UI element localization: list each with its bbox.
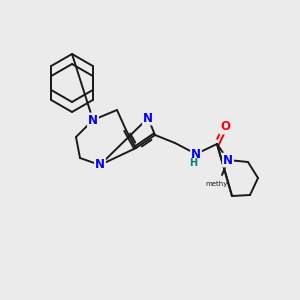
Text: N: N <box>191 148 201 160</box>
Text: methyl: methyl <box>206 181 230 187</box>
Text: H: H <box>189 158 197 168</box>
Text: N: N <box>143 112 153 124</box>
Text: O: O <box>220 121 230 134</box>
Text: N: N <box>95 158 105 172</box>
Text: N: N <box>88 113 98 127</box>
Text: N: N <box>223 154 233 166</box>
